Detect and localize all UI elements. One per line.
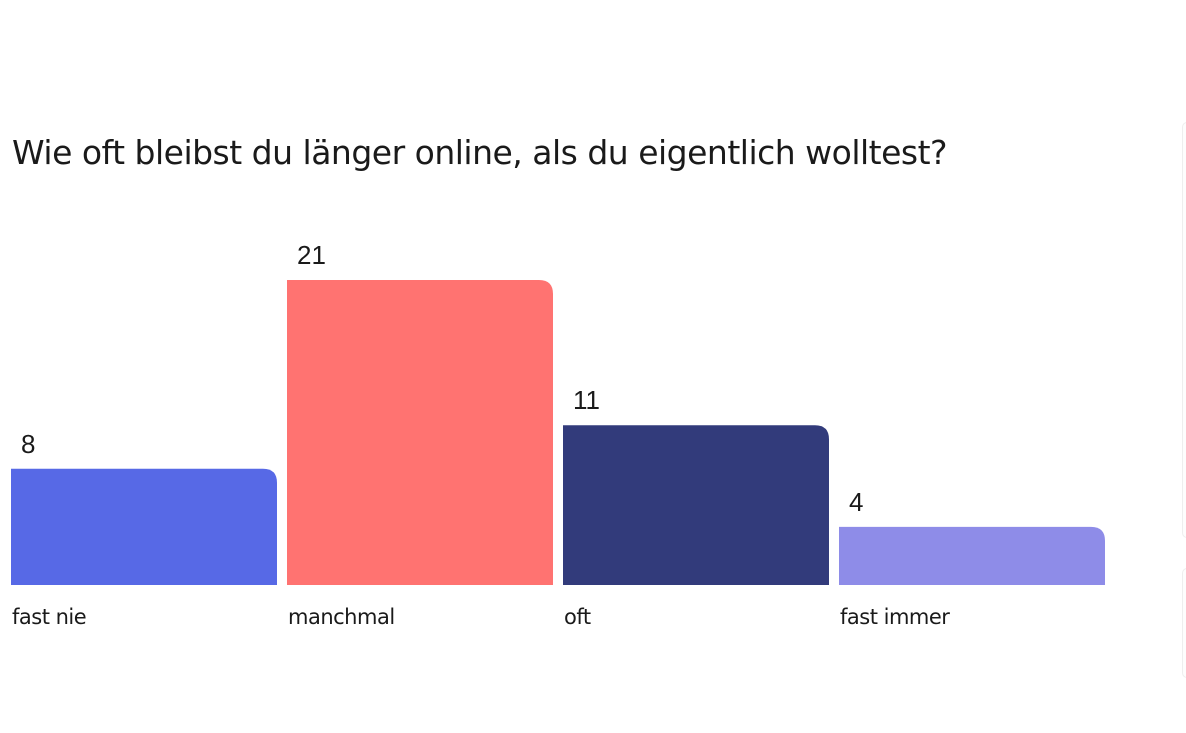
- data-label: 4: [849, 487, 863, 517]
- data-label: 21: [297, 240, 326, 270]
- category-label: manchmal: [288, 605, 395, 629]
- data-label: 11: [573, 385, 600, 415]
- category-label: fast nie: [12, 605, 86, 629]
- bar-fast-immer: [839, 526, 1105, 585]
- chart-title: Wie oft bleibst du länger online, als du…: [12, 133, 948, 172]
- side-panel-bottom: [1182, 568, 1186, 678]
- data-label: 8: [21, 429, 35, 459]
- bar-oft: [563, 425, 829, 585]
- bar-fast-nie: [11, 468, 277, 585]
- category-label: oft: [564, 605, 591, 629]
- side-panel-top: [1182, 122, 1186, 538]
- category-label: fast immer: [840, 605, 950, 629]
- bar-manchmal: [287, 280, 553, 585]
